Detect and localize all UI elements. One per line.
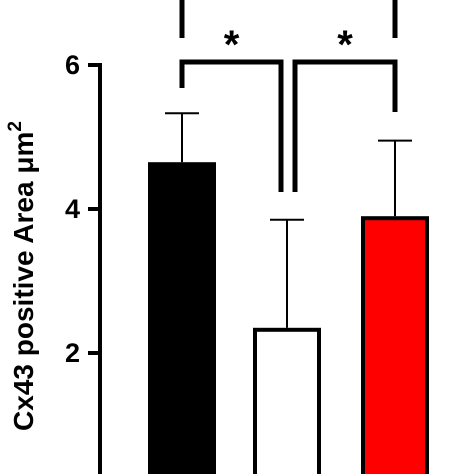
y-axis-label: Cx43 positive Area μm2: [5, 121, 39, 431]
bar: [253, 327, 321, 474]
y-tick-label: 4: [65, 194, 80, 224]
significance-bracket: [292, 59, 398, 192]
bars: [148, 112, 429, 474]
bar: [361, 216, 429, 474]
y-tick-label: 2: [65, 338, 80, 368]
significance-bracket: [179, 59, 284, 192]
y-tick-label: 6: [65, 50, 80, 80]
significance-asterisk: *: [224, 23, 240, 67]
y-axis-ticks: 2 4 6: [65, 50, 100, 368]
significance-brackets: * *: [179, 0, 398, 192]
significance-asterisk: *: [337, 23, 353, 67]
y-axis-label-text: Cx43 positive Area μm: [8, 132, 39, 431]
y-axis-label-superscript: 2: [5, 121, 26, 132]
bar: [148, 162, 216, 474]
